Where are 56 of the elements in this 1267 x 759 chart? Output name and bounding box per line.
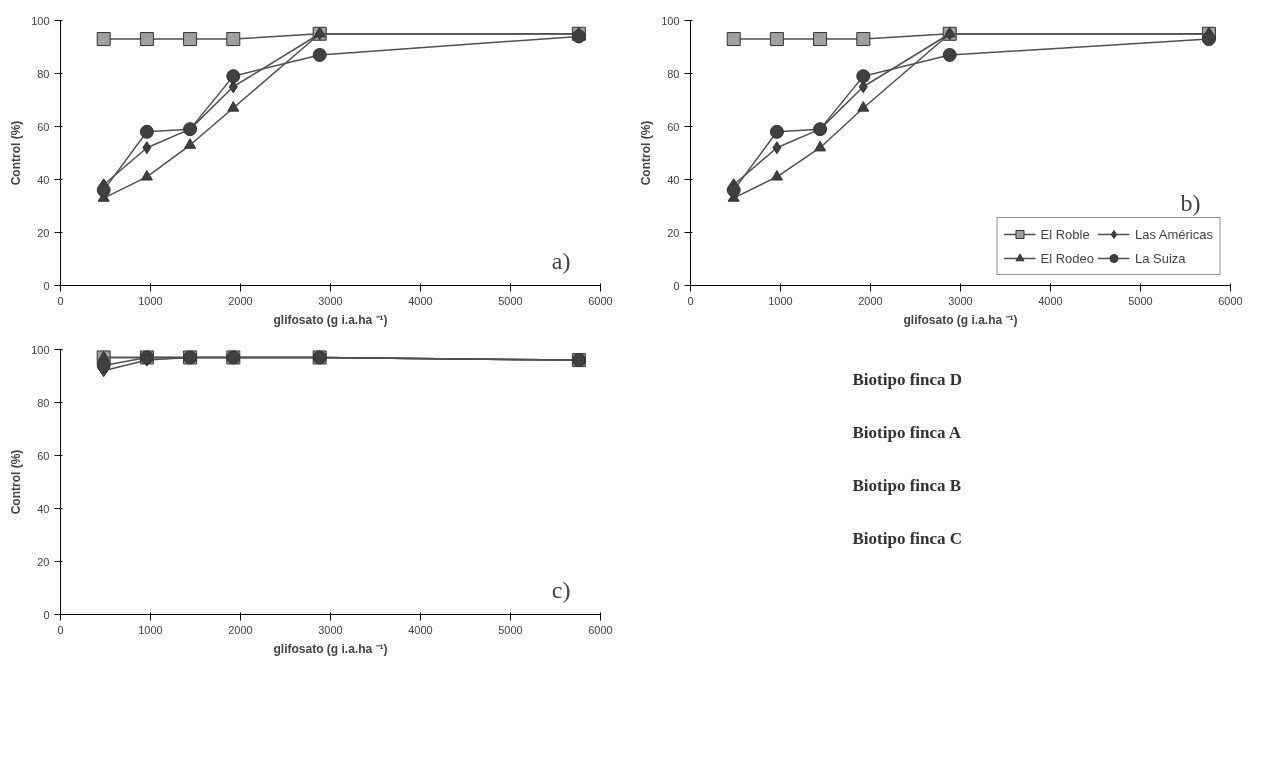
text: Biotipo finca A	[852, 423, 962, 443]
y-tick-label: 40	[37, 502, 50, 515]
x-tick-label: 0	[687, 294, 694, 307]
y-tick-label: 60	[37, 449, 50, 462]
x-tick-label: 3000	[948, 294, 973, 307]
x-tick-label: 2000	[228, 294, 253, 307]
annotation: a)	[551, 247, 571, 274]
text: Biotipo finca B	[852, 476, 962, 496]
x-tick-label: 6000	[588, 294, 613, 307]
y-tick-label: 80	[37, 396, 50, 409]
y-tick-label: 40	[37, 173, 50, 186]
text: Biotipo finca D	[852, 370, 963, 390]
x-tick-label: 1000	[138, 623, 163, 636]
x-axis-title: glifosato (g i.a.ha ⁻¹)	[903, 312, 1018, 327]
y-tick-label: 0	[43, 608, 50, 621]
y-tick-label: 100	[661, 14, 680, 27]
y-tick-label: 60	[37, 120, 50, 133]
x-tick-label: 6000	[588, 623, 613, 636]
x-tick-label: 0	[57, 294, 64, 307]
y-tick-label: 20	[667, 226, 680, 239]
legend-label: El Rodeo	[1040, 250, 1094, 266]
x-tick-label: 3000	[318, 623, 343, 636]
text: Biotipo finca C	[852, 529, 963, 549]
y-tick-label: 20	[37, 555, 50, 568]
x-axis-title: glifosato (g i.a.ha ⁻¹)	[273, 312, 388, 327]
y-tick-label: 0	[673, 279, 680, 292]
legend-label: El Roble	[1040, 226, 1090, 242]
legend-label: La Suiza	[1134, 250, 1186, 266]
y-tick-label: 100	[31, 14, 50, 27]
x-tick-label: 4000	[408, 294, 433, 307]
y-tick-label: 60	[667, 120, 680, 133]
y-axis-title: Control (%)	[9, 120, 24, 186]
x-tick-label: 5000	[498, 294, 523, 307]
x-tick-label: 1000	[138, 294, 163, 307]
x-tick-label: 0	[57, 623, 64, 636]
y-tick-label: 100	[31, 343, 50, 356]
x-tick-label: 2000	[228, 623, 253, 636]
legend-label: Las Américas	[1134, 226, 1213, 242]
x-tick-label: 5000	[498, 623, 523, 636]
annotation: c)	[551, 576, 571, 603]
y-tick-label: 20	[37, 226, 50, 239]
x-tick-label: 2000	[858, 294, 883, 307]
x-tick-label: 4000	[1038, 294, 1063, 307]
x-axis-title: glifosato (g i.a.ha ⁻¹)	[273, 641, 388, 656]
y-tick-label: 80	[667, 67, 680, 80]
x-tick-label: 1000	[768, 294, 793, 307]
x-tick-label: 3000	[318, 294, 343, 307]
y-axis-title: Control (%)	[639, 120, 654, 186]
y-axis-title: Control (%)	[9, 449, 24, 515]
y-tick-label: 40	[667, 173, 680, 186]
y-tick-label: 0	[43, 279, 50, 292]
x-tick-label: 6000	[1218, 294, 1243, 307]
x-tick-label: 4000	[408, 623, 433, 636]
annotation: b)	[1180, 189, 1201, 216]
y-tick-label: 80	[37, 67, 50, 80]
x-tick-label: 5000	[1128, 294, 1153, 307]
